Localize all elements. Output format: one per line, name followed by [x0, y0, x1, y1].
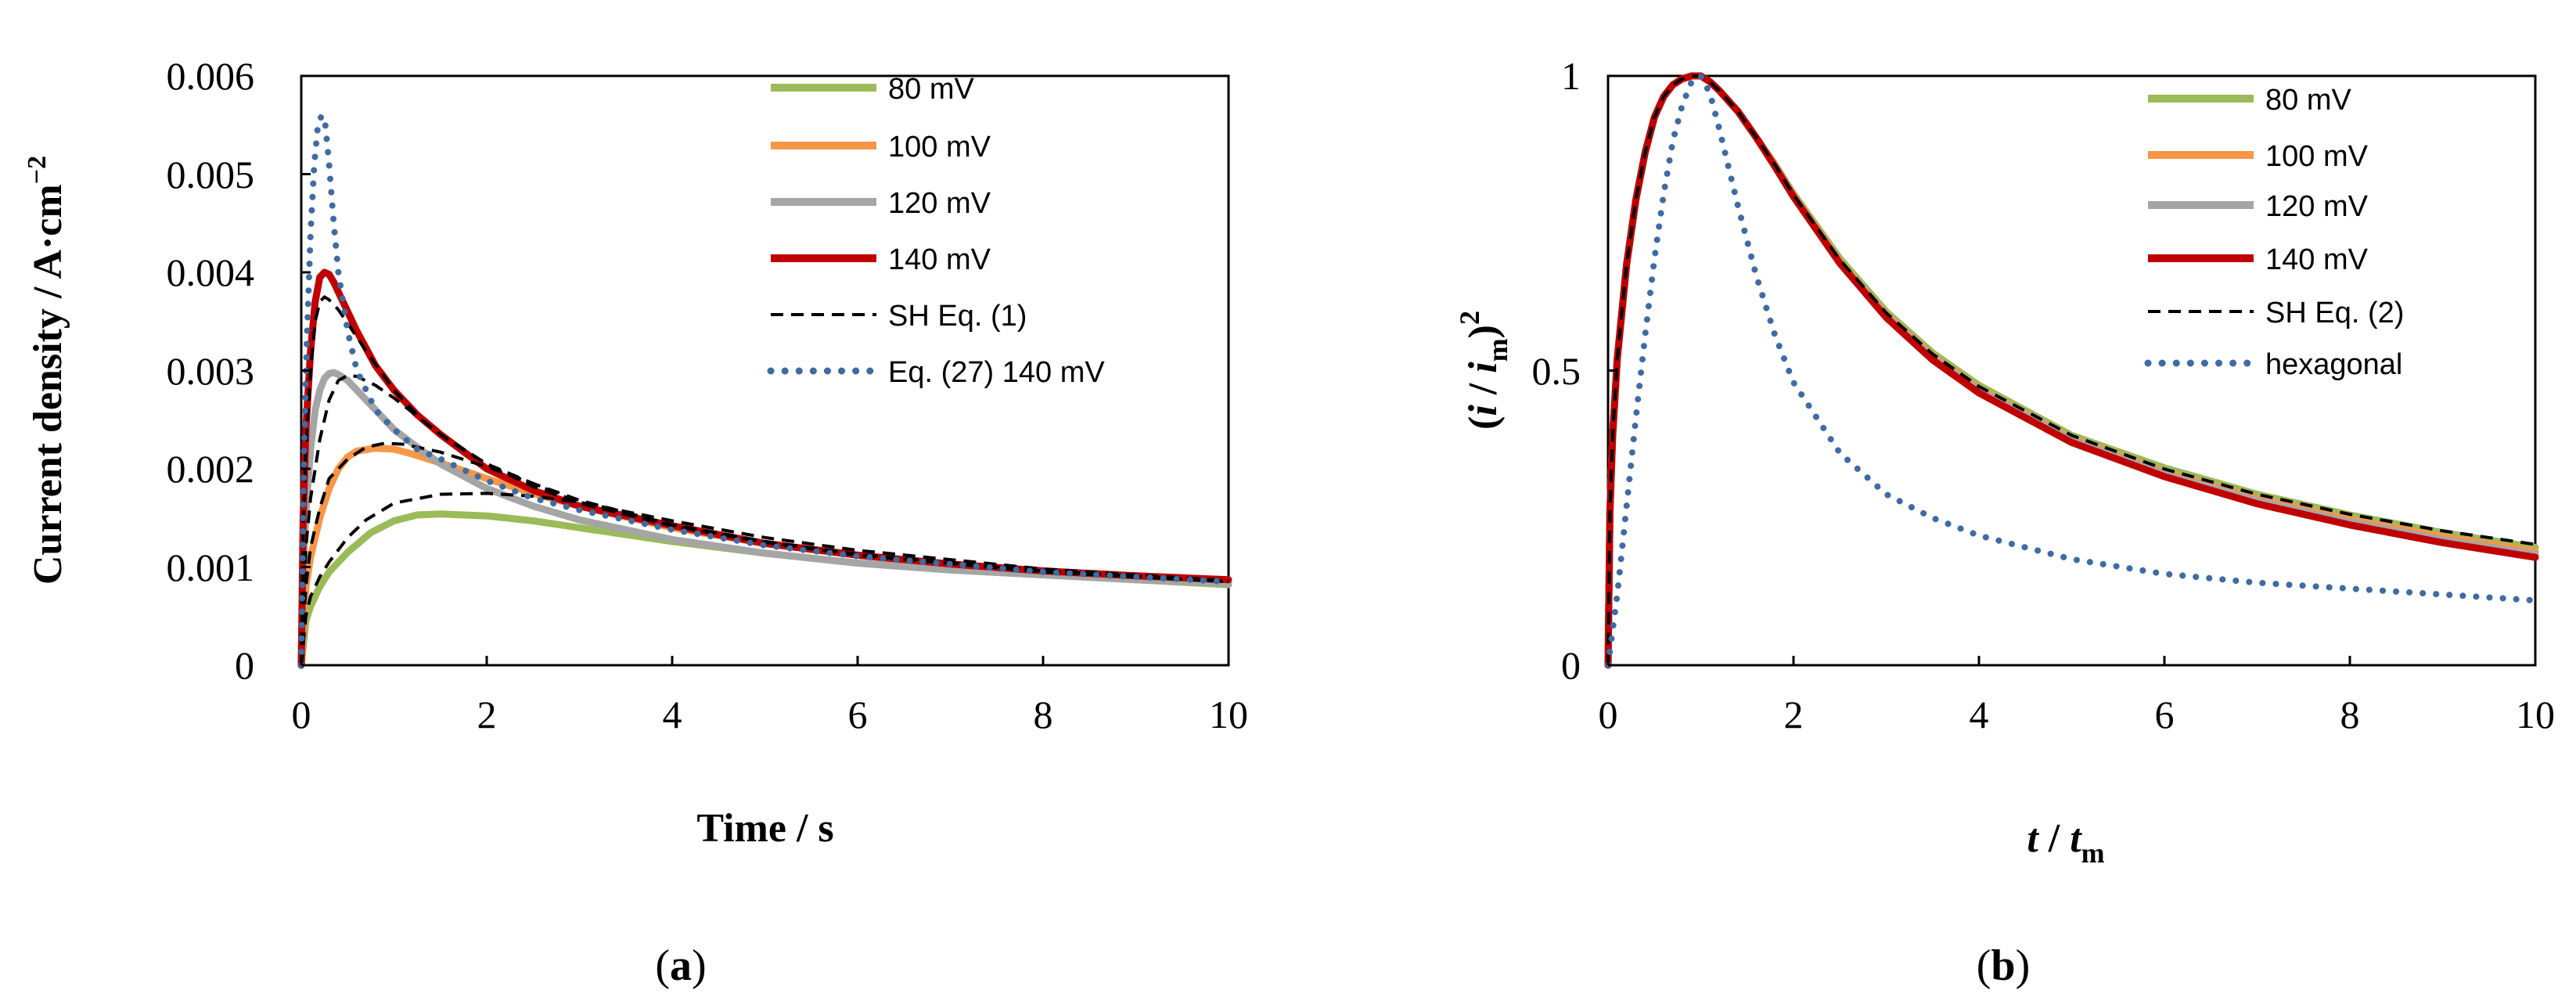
x-axis-title-sub: m [2081, 837, 2105, 869]
panel-b: 0 2 4 6 8 10 0 0.5 1 t / tm (i / im)2 80… [1454, 54, 2555, 990]
y-axis-title-close: ) [1461, 325, 1506, 338]
series-line-sh-fit [300, 441, 1229, 666]
x-tick-label-b: 2 [1784, 693, 1804, 736]
series-line-sh-fit [300, 373, 1229, 666]
y-tick-label-b: 0.5 [1532, 349, 1581, 393]
panel-label-open: ( [655, 941, 670, 990]
panel-label-a: (a) [655, 941, 706, 990]
x-tick-label-a: 8 [1034, 693, 1053, 736]
panel-label-open: ( [1977, 941, 1991, 990]
y-tick-label-a: 0.005 [167, 153, 255, 196]
y-axis-title-sup: 2 [1454, 311, 1485, 325]
y-tick-label-a: 0.001 [167, 545, 255, 589]
y-tick-label-a: 0.006 [167, 54, 255, 98]
x-tick-label-b: 0 [1599, 693, 1618, 736]
legend-label-120mv: 120 mV [2265, 190, 2369, 223]
y-tick-label-a: 0 [235, 643, 254, 687]
legend-label-140mv: 140 mV [2265, 243, 2369, 276]
legend-label-80mv: 80 mV [888, 73, 974, 106]
legend-label-100mv: 100 mV [2265, 140, 2369, 173]
ticks-group-b [1606, 74, 2537, 667]
legend-a: 80 mV 100 mV 120 mV 140 mV SH Eq. (1) Eq… [767, 73, 1105, 389]
y-axis-title-a: Current density / A·cm−2 [23, 156, 70, 585]
y-tick-label-a: 0.003 [167, 349, 255, 393]
series-line-hexagonal [1605, 73, 2538, 668]
x-axis-title-a: Time / s [696, 806, 833, 851]
y-axis-title-i2: i [1461, 362, 1506, 373]
series-line-sh-eq-1 [300, 295, 1229, 666]
y-axis-title-main: Current density / A·cm [26, 184, 70, 585]
x-tick-label-b: 6 [2155, 693, 2175, 736]
y-axis-title-open: ( [1461, 416, 1506, 430]
y-tick-label-b: 0 [1561, 643, 1581, 687]
series-line-eq-27-140-mv [298, 112, 1232, 668]
panel-label-b: (b) [1977, 941, 2030, 990]
series-line-sh-fit [300, 491, 1229, 666]
series-group-a [297, 112, 1232, 669]
legend-label-sh-eq2: SH Eq. (2) [2265, 297, 2404, 329]
ticks-group-a [300, 74, 1230, 667]
x-tick-label-a: 0 [292, 693, 311, 736]
legend-b: 80 mV 100 mV 120 mV 140 mV SH Eq. (2) he… [2144, 84, 2404, 381]
y-axis-title-sub: m [1482, 338, 1513, 362]
panel-a: 0 2 4 6 8 10 0 0.001 0.002 0.003 0.004 0… [23, 54, 1248, 990]
panel-label-letter: b [1991, 941, 2015, 990]
x-axis-title-b: t / tm [2027, 816, 2104, 869]
y-axis-title-b: (i / im)2 [1454, 311, 1513, 430]
x-tick-label-a: 2 [477, 693, 497, 736]
legend-label-eq27: Eq. (27) 140 mV [888, 356, 1105, 389]
legend-label-140mv: 140 mV [888, 243, 991, 276]
panel-label-letter: a [670, 941, 692, 990]
x-axis-title-t: t [2027, 816, 2039, 861]
y-axis-title-sup: −2 [23, 156, 52, 184]
legend-label-120mv: 120 mV [888, 187, 991, 220]
legend-label-80mv: 80 mV [2265, 84, 2351, 117]
y-axis-title-sep: / [1461, 373, 1506, 405]
x-axis-title-t2: t [2070, 816, 2082, 861]
series-line-140-mv [297, 268, 1232, 669]
x-tick-label-b: 10 [2516, 693, 2555, 736]
x-tick-label-a: 10 [1209, 693, 1248, 736]
x-tick-label-b: 4 [1970, 693, 1989, 736]
panel-label-close: ) [2016, 941, 2031, 990]
legend-label-hexagonal: hexagonal [2265, 348, 2402, 381]
series-group-b [1604, 72, 2539, 669]
legend-label-sh-eq1: SH Eq. (1) [888, 300, 1027, 333]
series-line-120-mv [297, 369, 1232, 669]
y-tick-label-a: 0.002 [167, 447, 255, 491]
series-line-sh-eq-2 [1606, 74, 2536, 666]
y-tick-label-a: 0.004 [167, 250, 255, 294]
x-tick-label-a: 6 [848, 693, 868, 736]
y-axis-title-i: i [1461, 405, 1506, 416]
x-tick-label-a: 4 [663, 693, 682, 736]
x-axis-title-sep: / [2038, 816, 2070, 861]
y-tick-label-b: 1 [1561, 54, 1581, 98]
x-tick-label-b: 8 [2340, 693, 2360, 736]
panel-label-close: ) [692, 941, 707, 990]
legend-label-100mv: 100 mV [888, 131, 991, 164]
